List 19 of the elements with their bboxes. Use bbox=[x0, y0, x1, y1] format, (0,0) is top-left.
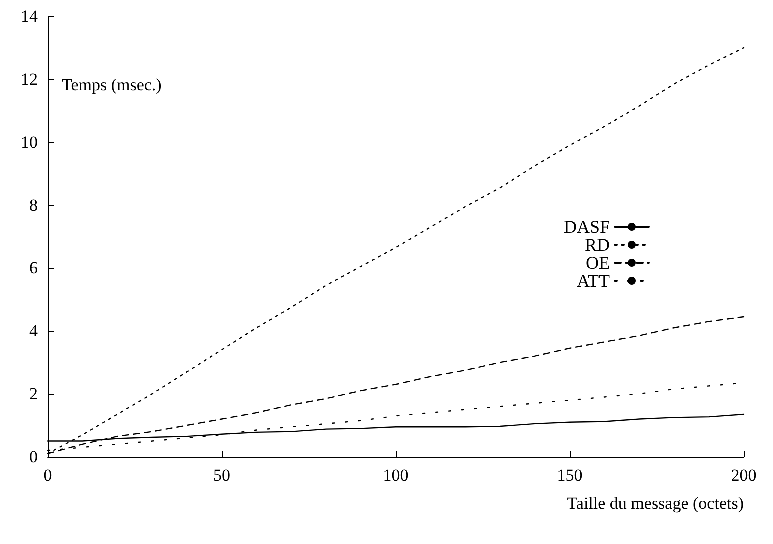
x-tick-label: 100 bbox=[383, 466, 409, 485]
legend-label: RD bbox=[584, 235, 610, 255]
x-tick-label: 150 bbox=[557, 466, 583, 485]
legend-label: ATT bbox=[577, 271, 610, 291]
y-tick-label: 14 bbox=[21, 7, 38, 26]
x-axis-title: Taille du message (octets) bbox=[567, 494, 744, 513]
x-tick-label: 0 bbox=[44, 466, 52, 485]
y-axis-title: Temps (msec.) bbox=[62, 76, 162, 94]
y-tick-label: 10 bbox=[21, 132, 38, 152]
y-tick-label: 8 bbox=[30, 196, 38, 215]
y-tick-label: 2 bbox=[30, 384, 38, 404]
y-tick-label: 4 bbox=[30, 322, 38, 341]
x-tick-label: 50 bbox=[214, 466, 230, 485]
legend-label: OE bbox=[586, 253, 610, 273]
y-tick-label: 12 bbox=[21, 70, 38, 89]
legend-label: DASF bbox=[564, 217, 610, 237]
x-tick-label: 200 bbox=[731, 466, 757, 485]
y-tick-label: 0 bbox=[30, 448, 38, 466]
y-tick-label: 6 bbox=[30, 258, 38, 278]
